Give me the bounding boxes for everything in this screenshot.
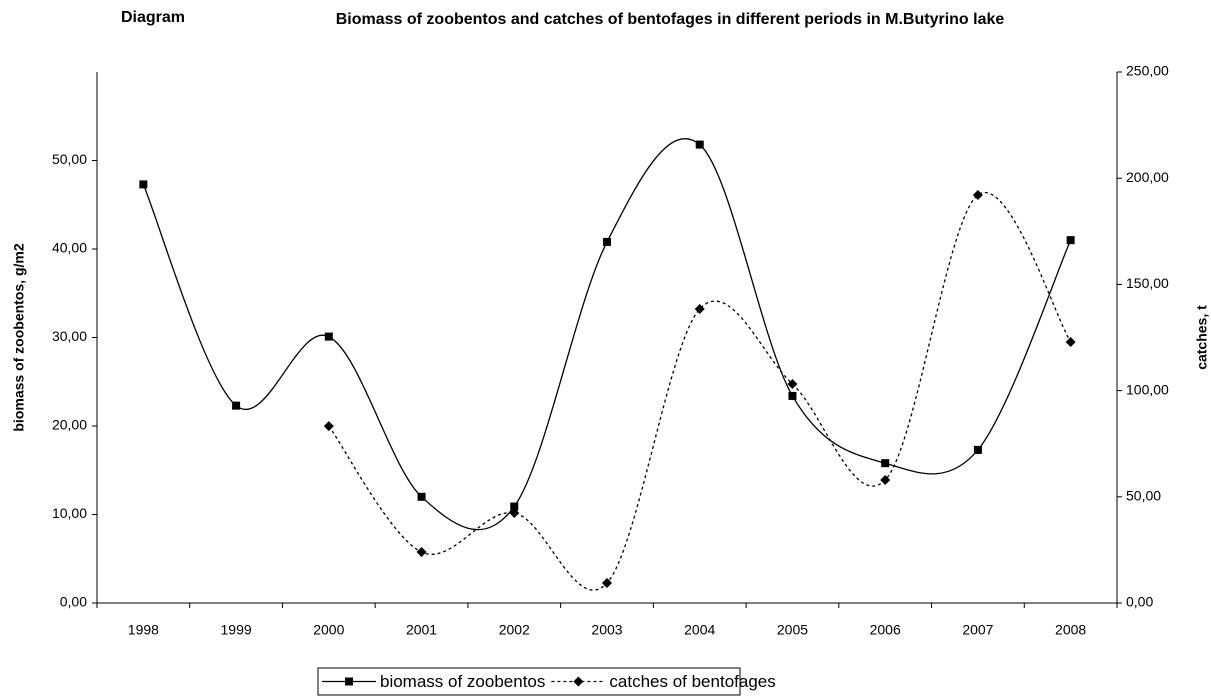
point (417, 492, 426, 501)
x-tick-label: 2003 (591, 622, 622, 638)
point (788, 391, 797, 400)
x-tick-label: 2006 (870, 622, 901, 638)
y-tick-label: 50,00 (52, 151, 87, 167)
y2-tick-label: 0,00 (1126, 594, 1153, 610)
point (880, 475, 891, 486)
legend-marker (345, 677, 353, 686)
x-tick-label: 2007 (962, 622, 993, 638)
point (1065, 336, 1076, 347)
point (416, 547, 427, 558)
series-line (142, 138, 1072, 531)
x-tick-label: 1998 (128, 622, 159, 638)
x-tick-label: 2001 (406, 622, 437, 638)
x-tick-label: 1999 (221, 622, 252, 638)
point (881, 459, 890, 468)
point (510, 502, 519, 511)
y2-axis-title: catches, t (1194, 305, 1210, 370)
point (787, 379, 798, 390)
point (324, 332, 333, 341)
point (232, 401, 241, 410)
point (695, 140, 704, 149)
chart-title: Biomass of zoobentos and catches of bent… (335, 11, 1005, 28)
x-tick-label: 2002 (499, 622, 530, 638)
y-tick-label: 10,00 (52, 505, 87, 521)
legend-box (317, 667, 741, 696)
y-tick-label: 30,00 (52, 328, 87, 344)
y2-tick-label: 50,00 (1126, 488, 1161, 504)
y2-tick-label: 100,00 (1126, 381, 1169, 397)
y2-tick-label: 150,00 (1126, 275, 1169, 291)
point (694, 304, 705, 315)
chart-label: Diagram (121, 9, 186, 26)
x-tick-label: 2000 (313, 622, 344, 638)
point (602, 578, 612, 589)
legend-label: biomass of zoobentos (380, 672, 545, 691)
y-tick-label: 20,00 (52, 417, 87, 433)
point (509, 507, 520, 518)
point (323, 421, 334, 432)
point (973, 445, 982, 454)
y2-tick-label: 250,00 (1126, 63, 1169, 79)
y-tick-label: 40,00 (52, 240, 87, 256)
point (1066, 236, 1075, 245)
point (603, 237, 611, 246)
legend-label: catches of bentofages (609, 672, 775, 691)
x-tick-label: 2008 (1055, 622, 1086, 638)
x-tick-label: 2004 (684, 622, 715, 638)
point (972, 189, 983, 200)
y2-tick-label: 200,00 (1126, 169, 1169, 185)
legend-marker (573, 676, 584, 687)
y-axis-title: biomass of zoobentos, g/m2 (11, 243, 27, 431)
y-tick-label: 0,00 (60, 594, 87, 610)
series-line (328, 191, 1072, 591)
x-tick-label: 2005 (777, 622, 808, 638)
point (139, 180, 148, 189)
